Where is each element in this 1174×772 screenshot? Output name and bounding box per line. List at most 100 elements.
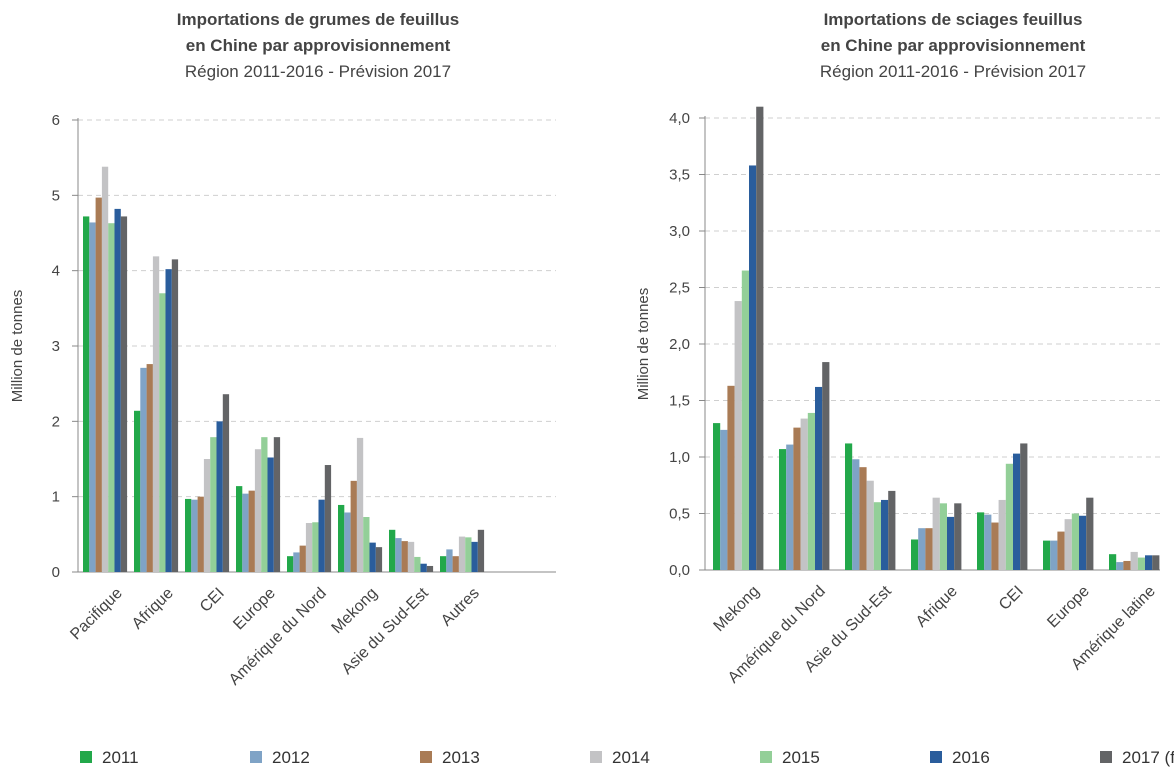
bar	[120, 216, 128, 572]
bar	[713, 423, 721, 570]
x-category-label: Autres	[438, 585, 483, 630]
bar	[446, 549, 453, 572]
bar	[356, 437, 364, 572]
y-tick-label: 1,5	[669, 393, 690, 410]
bar	[741, 270, 749, 570]
legend-swatch	[760, 751, 772, 763]
bar	[369, 542, 376, 572]
bar	[324, 465, 332, 572]
bar	[83, 216, 90, 572]
y-tick-label: 1,0	[669, 449, 690, 466]
bar	[159, 293, 166, 572]
bar	[1071, 513, 1079, 570]
legend-label: 2014	[612, 748, 650, 767]
legend-swatch	[930, 751, 942, 763]
y-tick-label: 2	[52, 413, 60, 430]
y-tick-label: 3,5	[669, 167, 690, 184]
x-category-label: Afrique	[913, 583, 961, 631]
y-tick-label: 0,5	[669, 506, 690, 523]
bar	[1137, 557, 1145, 570]
bar	[299, 545, 306, 572]
y-tick-label: 4	[52, 263, 60, 280]
bar	[1043, 540, 1051, 570]
bar	[89, 222, 96, 572]
x-category-label: Europe	[230, 585, 279, 634]
bar	[939, 503, 947, 570]
bar	[793, 427, 801, 570]
bar	[815, 386, 823, 570]
bar	[191, 499, 198, 572]
bar	[242, 493, 249, 572]
legend-swatch	[590, 751, 602, 763]
chart-title-line: en Chine par approvisionnement	[186, 36, 451, 55]
bar	[852, 459, 860, 570]
y-tick-label: 2,0	[669, 336, 690, 353]
bar	[734, 301, 742, 570]
bar	[807, 412, 815, 570]
bar	[420, 563, 427, 572]
bar	[140, 367, 147, 572]
bar	[414, 556, 421, 572]
bar	[1005, 463, 1013, 570]
bar	[932, 497, 940, 570]
x-category-label: Pacifique	[67, 585, 126, 644]
bar	[1152, 555, 1160, 570]
bar	[1079, 515, 1087, 570]
bar	[185, 498, 192, 572]
legend-swatch	[1100, 751, 1112, 763]
bar	[267, 457, 274, 572]
y-tick-label: 0	[52, 564, 60, 581]
bar	[727, 385, 735, 570]
legend-label: 2012	[272, 748, 310, 767]
bar	[866, 480, 874, 570]
bar	[977, 512, 985, 570]
bar	[471, 541, 478, 572]
chart-title-line: en Chine par approvisionnement	[821, 36, 1086, 55]
y-tick-label: 2,5	[669, 280, 690, 297]
bar	[401, 541, 408, 572]
bar	[845, 443, 853, 570]
bar	[822, 362, 830, 570]
x-category-label: Asie du Sud-Est	[339, 584, 433, 678]
bar	[273, 437, 281, 572]
bar	[236, 486, 243, 572]
bar	[344, 512, 351, 572]
legend-label: 2016	[952, 748, 990, 767]
legend-swatch	[250, 751, 262, 763]
bar	[947, 516, 955, 570]
bar	[888, 490, 896, 570]
bar	[1086, 497, 1094, 570]
bar	[254, 449, 262, 572]
bar	[998, 499, 1006, 570]
y-tick-label: 0,0	[669, 562, 690, 579]
bar	[305, 523, 313, 572]
bar	[1020, 443, 1028, 570]
chart-subtitle: Région 2011-2016 - Prévision 2017	[185, 62, 451, 81]
bar	[720, 429, 728, 570]
bar	[984, 514, 992, 570]
bar	[954, 503, 962, 570]
chart-title-line: Importations de sciages feuillus	[824, 10, 1083, 29]
bar	[197, 496, 204, 572]
legend: 2011 2012 2013 2014 2015 2016 2017 (f)	[80, 748, 1174, 767]
y-tick-label: 3	[52, 338, 60, 355]
legend-label: 2015	[782, 748, 820, 767]
bar	[318, 499, 325, 572]
bar	[873, 502, 881, 570]
x-category-label: CEI	[996, 583, 1027, 614]
chart-title-line: Importations de grumes de feuillus	[177, 10, 459, 29]
bar	[1013, 453, 1021, 570]
bar	[465, 537, 472, 572]
y-axis-label: Million de tonnes	[635, 288, 652, 401]
bar	[261, 437, 268, 572]
bar	[363, 517, 370, 572]
bar	[918, 528, 926, 570]
bar	[152, 256, 160, 572]
bar	[146, 364, 153, 572]
bar	[1050, 540, 1058, 570]
bar	[786, 444, 794, 570]
bar	[389, 529, 396, 572]
bar	[95, 197, 102, 573]
bar	[101, 166, 109, 572]
